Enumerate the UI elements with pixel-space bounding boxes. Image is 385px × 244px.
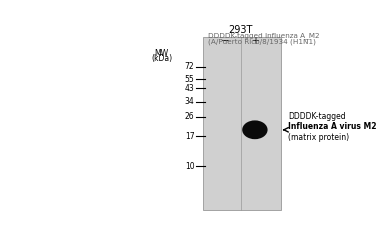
- Text: DDDDK-tagged: DDDDK-tagged: [288, 112, 346, 121]
- FancyBboxPatch shape: [203, 37, 281, 210]
- Text: 43: 43: [184, 84, 194, 93]
- Text: −: −: [221, 37, 230, 47]
- Text: 55: 55: [184, 75, 194, 83]
- Text: (kDa): (kDa): [151, 54, 172, 63]
- Text: 10: 10: [185, 162, 194, 171]
- Text: (A/Puerto Rico/8/1934 (H1N1): (A/Puerto Rico/8/1934 (H1N1): [208, 38, 316, 45]
- Text: 293T: 293T: [228, 25, 253, 35]
- Ellipse shape: [242, 120, 268, 139]
- Text: (matrix protein): (matrix protein): [288, 133, 350, 142]
- Text: +: +: [251, 37, 259, 47]
- Text: 17: 17: [185, 132, 194, 141]
- Text: 34: 34: [184, 97, 194, 106]
- Text: DDDDK-tagged Influenza A_M2: DDDDK-tagged Influenza A_M2: [208, 32, 320, 39]
- Text: 72: 72: [185, 62, 194, 71]
- Text: 26: 26: [185, 112, 194, 121]
- Text: Influenza A virus M2: Influenza A virus M2: [288, 122, 377, 131]
- Text: MW: MW: [154, 49, 169, 58]
